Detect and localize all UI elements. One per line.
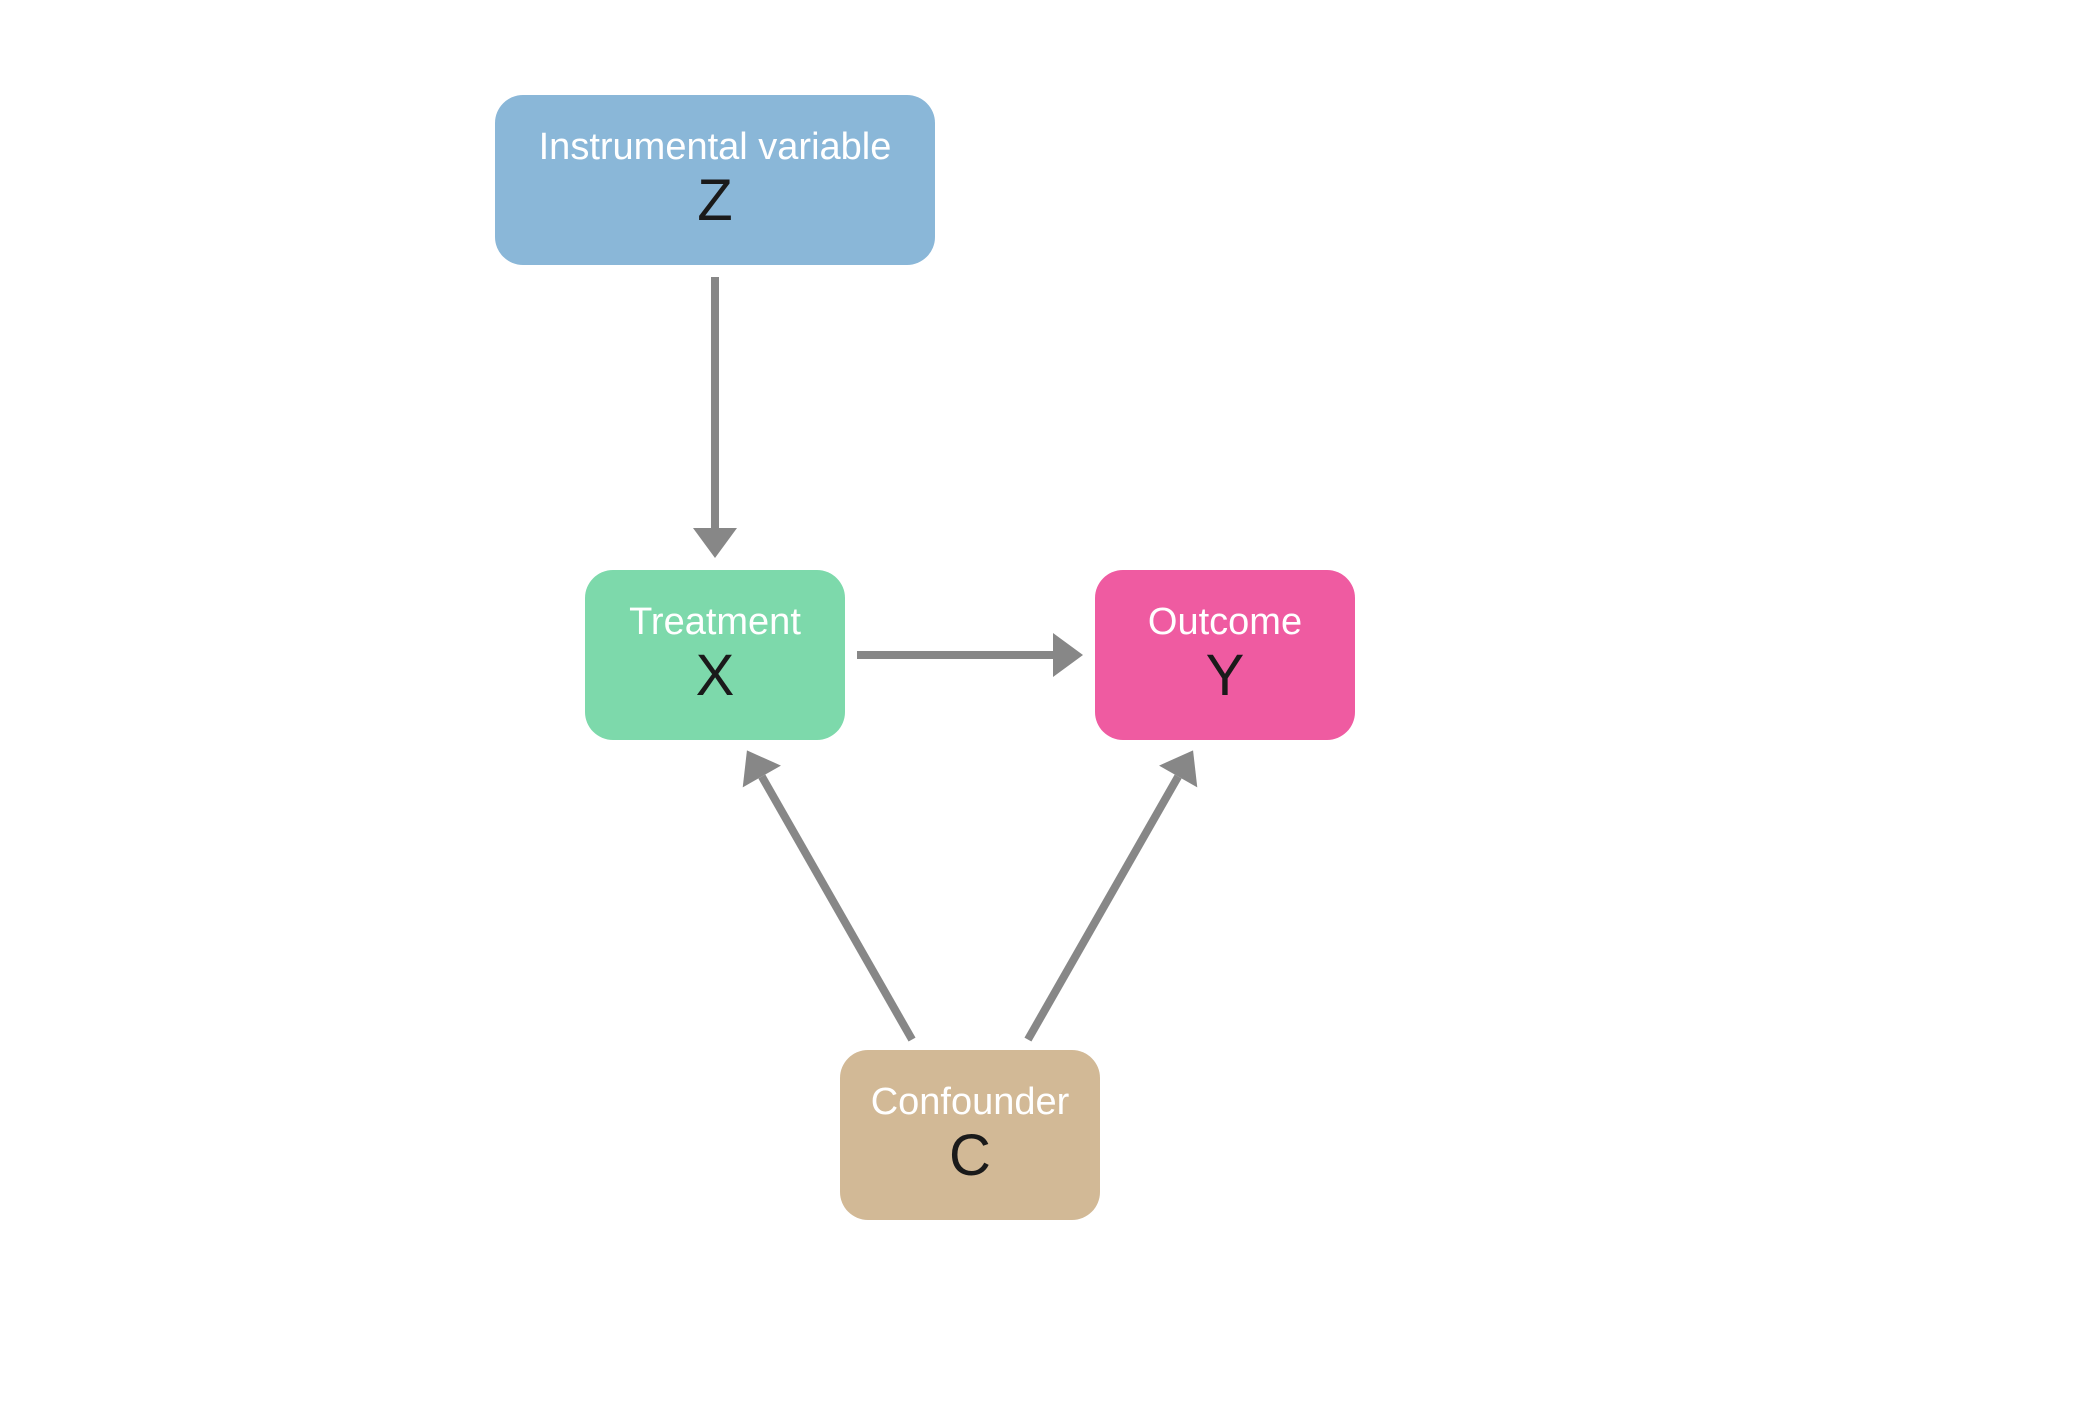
edge-arrowhead — [1159, 750, 1197, 787]
node-symbol: Y — [1206, 644, 1245, 708]
node-symbol: Z — [697, 169, 732, 233]
node-treatment: Treatment X — [585, 570, 845, 740]
node-confounder: Confounder C — [840, 1050, 1100, 1220]
node-title: Confounder — [871, 1082, 1070, 1124]
node-title: Outcome — [1148, 602, 1302, 644]
node-title: Instrumental variable — [539, 127, 892, 169]
edge-arrowhead — [693, 528, 737, 558]
edge-line — [762, 776, 912, 1039]
node-title: Treatment — [629, 602, 801, 644]
edge-arrowhead — [743, 750, 781, 787]
edge-arrowhead — [1053, 633, 1083, 677]
node-outcome: Outcome Y — [1095, 570, 1355, 740]
node-symbol: C — [949, 1124, 991, 1188]
diagram-canvas: Instrumental variable Z Treatment X Outc… — [0, 0, 2084, 1410]
node-instrumental-variable: Instrumental variable Z — [495, 95, 935, 265]
node-symbol: X — [696, 644, 735, 708]
edge-line — [1028, 776, 1178, 1039]
